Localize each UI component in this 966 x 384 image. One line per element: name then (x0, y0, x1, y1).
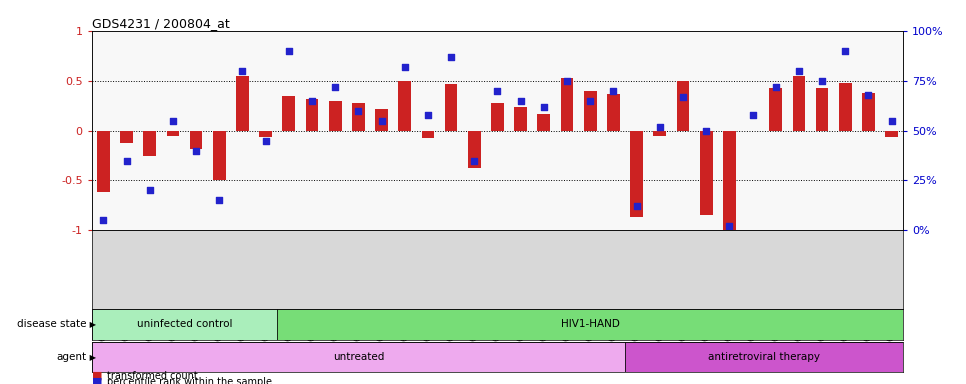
Bar (769, 88, 782, 131)
Text: transformed count: transformed count (107, 371, 198, 381)
Point (745, 111, 760, 118)
Bar (120, 131, 133, 142)
Bar (444, 84, 458, 131)
Bar (213, 131, 226, 180)
Bar (583, 91, 597, 131)
Text: untreated: untreated (332, 352, 384, 362)
Point (327, 84, 343, 90)
Bar (92, 309, 277, 340)
Point (281, 48, 297, 54)
Point (443, 54, 459, 60)
Bar (236, 76, 249, 131)
Point (513, 98, 528, 104)
Bar (468, 131, 481, 169)
Point (235, 68, 250, 74)
Point (884, 118, 899, 124)
Point (258, 137, 273, 144)
Bar (537, 114, 551, 131)
Bar (607, 94, 620, 131)
Text: HIV1-HAND: HIV1-HAND (561, 319, 619, 329)
Bar (792, 76, 806, 131)
Point (722, 223, 737, 230)
Point (351, 108, 366, 114)
Bar (143, 131, 156, 156)
Bar (398, 81, 412, 131)
Bar (862, 93, 875, 131)
Text: percentile rank within the sample: percentile rank within the sample (107, 377, 272, 384)
Bar (491, 103, 504, 131)
Bar (699, 131, 713, 215)
Bar (92, 342, 625, 372)
Text: GDS4231 / 200804_at: GDS4231 / 200804_at (92, 17, 230, 30)
Bar (375, 109, 388, 131)
Point (606, 88, 621, 94)
Bar (653, 131, 667, 136)
Bar (625, 342, 903, 372)
Point (582, 98, 598, 104)
Bar (277, 309, 903, 340)
Point (142, 187, 157, 194)
Bar (560, 78, 574, 131)
Point (698, 127, 714, 134)
Point (768, 84, 783, 90)
Point (536, 104, 552, 110)
Text: disease state: disease state (17, 319, 87, 329)
Point (791, 68, 807, 74)
Bar (97, 131, 110, 192)
Point (652, 124, 668, 130)
Bar (723, 131, 736, 230)
Bar (421, 131, 435, 137)
Text: uninfected control: uninfected control (137, 319, 232, 329)
Bar (630, 131, 643, 217)
Text: agent: agent (57, 352, 87, 362)
Bar (676, 81, 690, 131)
Point (861, 91, 876, 98)
Bar (885, 131, 898, 137)
Point (467, 157, 482, 164)
Point (304, 98, 320, 104)
Text: antiretroviral therapy: antiretroviral therapy (708, 352, 820, 362)
Bar (815, 88, 829, 131)
Bar (328, 101, 342, 131)
Bar (514, 107, 527, 131)
Point (188, 147, 204, 154)
Point (629, 204, 644, 210)
Point (675, 94, 691, 100)
Text: ▶: ▶ (87, 320, 96, 329)
Bar (352, 103, 365, 131)
Bar (166, 131, 180, 136)
Text: ■: ■ (92, 377, 102, 384)
Point (212, 197, 227, 204)
Point (374, 118, 389, 124)
Text: ▶: ▶ (87, 353, 96, 362)
Point (96, 217, 111, 223)
Point (490, 88, 505, 94)
Point (559, 78, 575, 84)
Bar (189, 131, 203, 149)
Bar (305, 99, 319, 131)
Point (119, 157, 134, 164)
Bar (282, 96, 296, 131)
Point (838, 48, 853, 54)
Bar (838, 83, 852, 131)
Point (814, 78, 830, 84)
Point (397, 64, 412, 70)
Point (420, 111, 436, 118)
Bar (259, 131, 272, 137)
Text: ■: ■ (92, 371, 102, 381)
Point (165, 118, 181, 124)
